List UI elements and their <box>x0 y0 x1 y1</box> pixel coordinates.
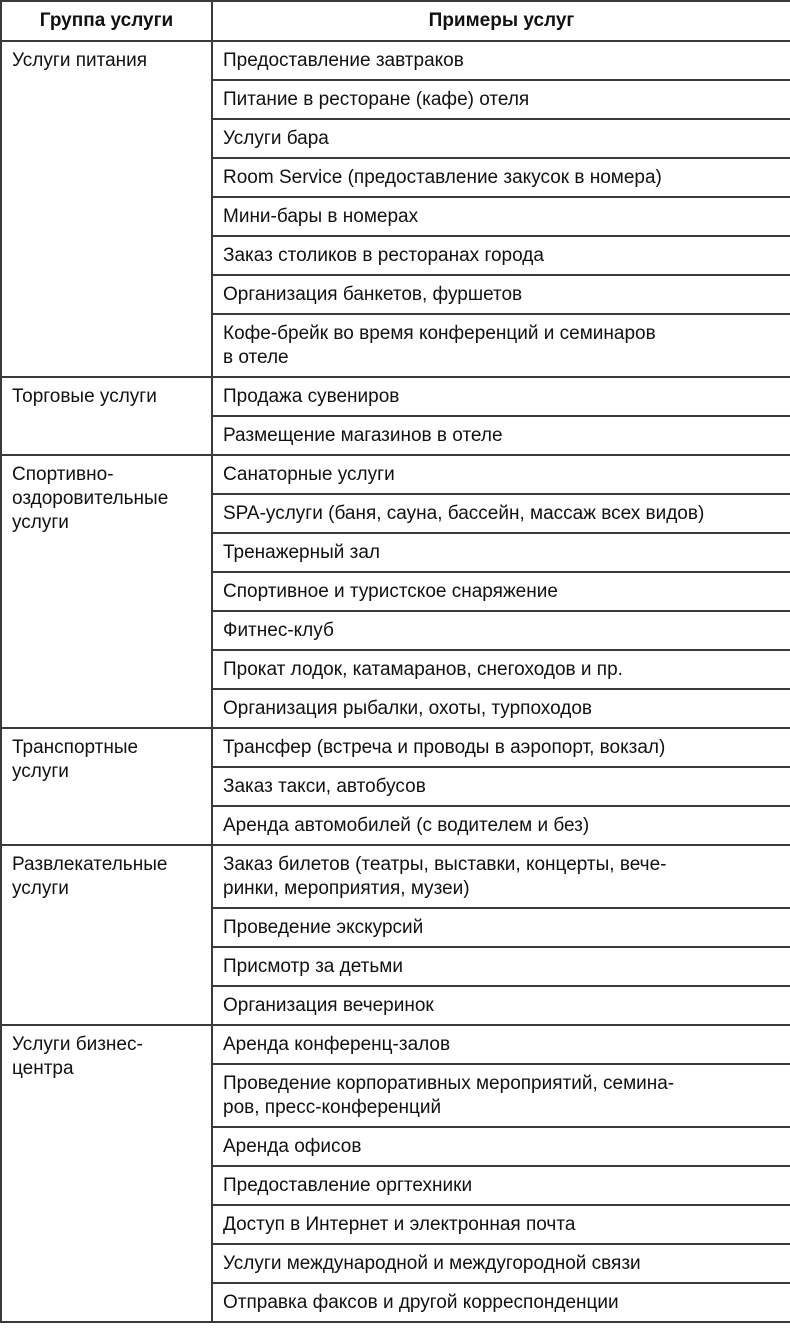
service-example: Аренда офисов <box>211 1126 790 1167</box>
service-example: Присмотр за детьми <box>211 946 790 987</box>
service-example: Услуги международной и междугородной свя… <box>211 1243 790 1284</box>
service-example: Мини-бары в номерах <box>211 196 790 237</box>
service-example: Доступ в Интернет и электронная почта <box>211 1204 790 1245</box>
table-row: Мини-бары в номерах <box>1 196 790 237</box>
table-row: Организация рыбалки, охоты, турпоходов <box>1 688 790 729</box>
service-example: Проведение корпоративных мероприятий, се… <box>211 1063 790 1128</box>
table-row: Заказ столиков в ресторанах города <box>1 235 790 276</box>
service-group-name: Торговые услуги <box>0 376 213 456</box>
table-row: Размещение магазинов в отеле <box>1 415 790 456</box>
table-row: Услуги питания Предоставление завтраков <box>0 40 790 378</box>
table-row: Транспортные услуги Трансфер (встреча и п… <box>0 727 790 846</box>
service-example: Услуги бара <box>211 118 790 159</box>
table-row: Организация банкетов, фуршетов <box>1 274 790 315</box>
header-row: Группа услуги Примеры услуг <box>0 0 790 42</box>
service-example: Отправка факсов и другой корреспонденции <box>211 1282 790 1323</box>
table-row: Проведение экскурсий <box>1 907 790 948</box>
service-example: Организация рыбалки, охоты, турпоходов <box>211 688 790 729</box>
service-example: Фитнес-клуб <box>211 610 790 651</box>
service-example: Продажа сувениров <box>211 376 790 417</box>
service-example: Прокат лодок, катамаранов, снегоходов и … <box>211 649 790 690</box>
table-row: Питание в ресторане (кафе) отеля <box>1 79 790 120</box>
table-row: Развлекательные услуги Заказ билетов (теа… <box>0 844 790 1026</box>
table-row: Организация вечеринок <box>1 985 790 1026</box>
table-row: Доступ в Интернет и электронная почта <box>1 1204 790 1245</box>
service-example: Предоставление завтраков <box>211 40 790 81</box>
table-row: Room Service (предоставление закусок в н… <box>1 157 790 198</box>
service-example: Организация вечеринок <box>211 985 790 1026</box>
table-row: Прокат лодок, катамаранов, снегоходов и … <box>1 649 790 690</box>
service-example: Организация банкетов, фуршетов <box>211 274 790 315</box>
header-group: Группа услуги <box>0 0 213 42</box>
service-example: Санаторные услуги <box>211 454 790 495</box>
service-example: Room Service (предоставление закусок в н… <box>211 157 790 198</box>
table-row: Кофе-брейк во время конференций и семина… <box>1 313 790 378</box>
service-group-name: Транспортные услуги <box>0 727 213 846</box>
service-example: Аренда автомобилей (с водителем и без) <box>211 805 790 846</box>
service-example: Заказ столиков в ресторанах города <box>211 235 790 276</box>
table-row: Аренда офисов <box>1 1126 790 1167</box>
table-row: Аренда автомобилей (с водителем и без) <box>1 805 790 846</box>
table-row: Проведение корпоративных мероприятий, се… <box>1 1063 790 1128</box>
service-example: Спортивное и туристское снаряжение <box>211 571 790 612</box>
table-row: Отправка факсов и другой корреспонденции <box>1 1282 790 1323</box>
service-group-name: Развлекательные услуги <box>0 844 213 1026</box>
table-row: Услуги бара <box>1 118 790 159</box>
service-example: Предоставление оргтехники <box>211 1165 790 1206</box>
service-example: Размещение магазинов в отеле <box>211 415 790 456</box>
table-row: Спортивное и туристское снаряжение <box>1 571 790 612</box>
service-example: Тренажерный зал <box>211 532 790 573</box>
service-group-name: Услуги бизнес- центра <box>0 1024 213 1323</box>
table-row: SPA-услуги (баня, сауна, бассейн, массаж… <box>1 493 790 534</box>
service-example: Проведение экскурсий <box>211 907 790 948</box>
service-group-name: Услуги питания <box>0 40 213 378</box>
table-row: Торговые услуги Продажа сувениров <box>0 376 790 456</box>
service-example: Аренда конференц-залов <box>211 1024 790 1065</box>
service-example: SPA-услуги (баня, сауна, бассейн, массаж… <box>211 493 790 534</box>
service-example: Заказ такси, автобусов <box>211 766 790 807</box>
service-group-name: Спортивно- оздоровительные услуги <box>0 454 213 729</box>
header-examples: Примеры услуг <box>211 0 790 42</box>
table-row: Спортивно- оздоровительные услуги Санатор… <box>0 454 790 729</box>
table-row: Услуги бизнес- центра Аренда конференц-за… <box>0 1024 790 1323</box>
table-row: Тренажерный зал <box>1 532 790 573</box>
service-example: Кофе-брейк во время конференций и семина… <box>211 313 790 378</box>
service-example: Заказ билетов (театры, выставки, концерт… <box>211 844 790 909</box>
table-row: Предоставление оргтехники <box>1 1165 790 1206</box>
service-example: Трансфер (встреча и проводы в аэропорт, … <box>211 727 790 768</box>
table-row: Заказ такси, автобусов <box>1 766 790 807</box>
service-example: Питание в ресторане (кафе) отеля <box>211 79 790 120</box>
table-row: Присмотр за детьми <box>1 946 790 987</box>
table-row: Услуги международной и междугородной свя… <box>1 1243 790 1284</box>
